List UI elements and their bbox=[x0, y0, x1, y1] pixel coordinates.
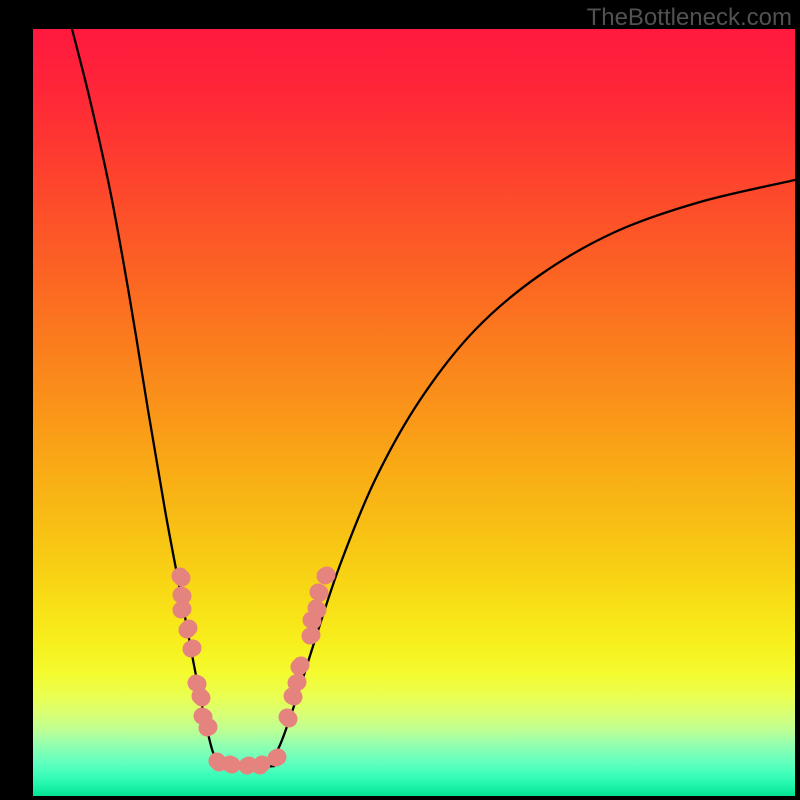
right-marker bbox=[290, 674, 307, 691]
right-marker bbox=[291, 659, 308, 676]
right-marker bbox=[310, 584, 327, 601]
right-marker bbox=[310, 602, 327, 619]
bottom-marker bbox=[270, 749, 287, 766]
left-marker bbox=[201, 719, 218, 736]
left-marker bbox=[175, 601, 192, 618]
left-marker bbox=[174, 570, 191, 587]
left-marker bbox=[179, 622, 196, 639]
chart-overlay-svg bbox=[0, 0, 800, 800]
left-marker bbox=[194, 690, 211, 707]
curve-left-branch bbox=[72, 29, 226, 766]
right-marker bbox=[319, 567, 336, 584]
bottom-marker bbox=[252, 758, 269, 775]
curve-right-branch bbox=[267, 180, 795, 766]
right-marker bbox=[281, 711, 298, 728]
bottom-marker bbox=[222, 756, 239, 773]
left-marker bbox=[185, 640, 202, 657]
